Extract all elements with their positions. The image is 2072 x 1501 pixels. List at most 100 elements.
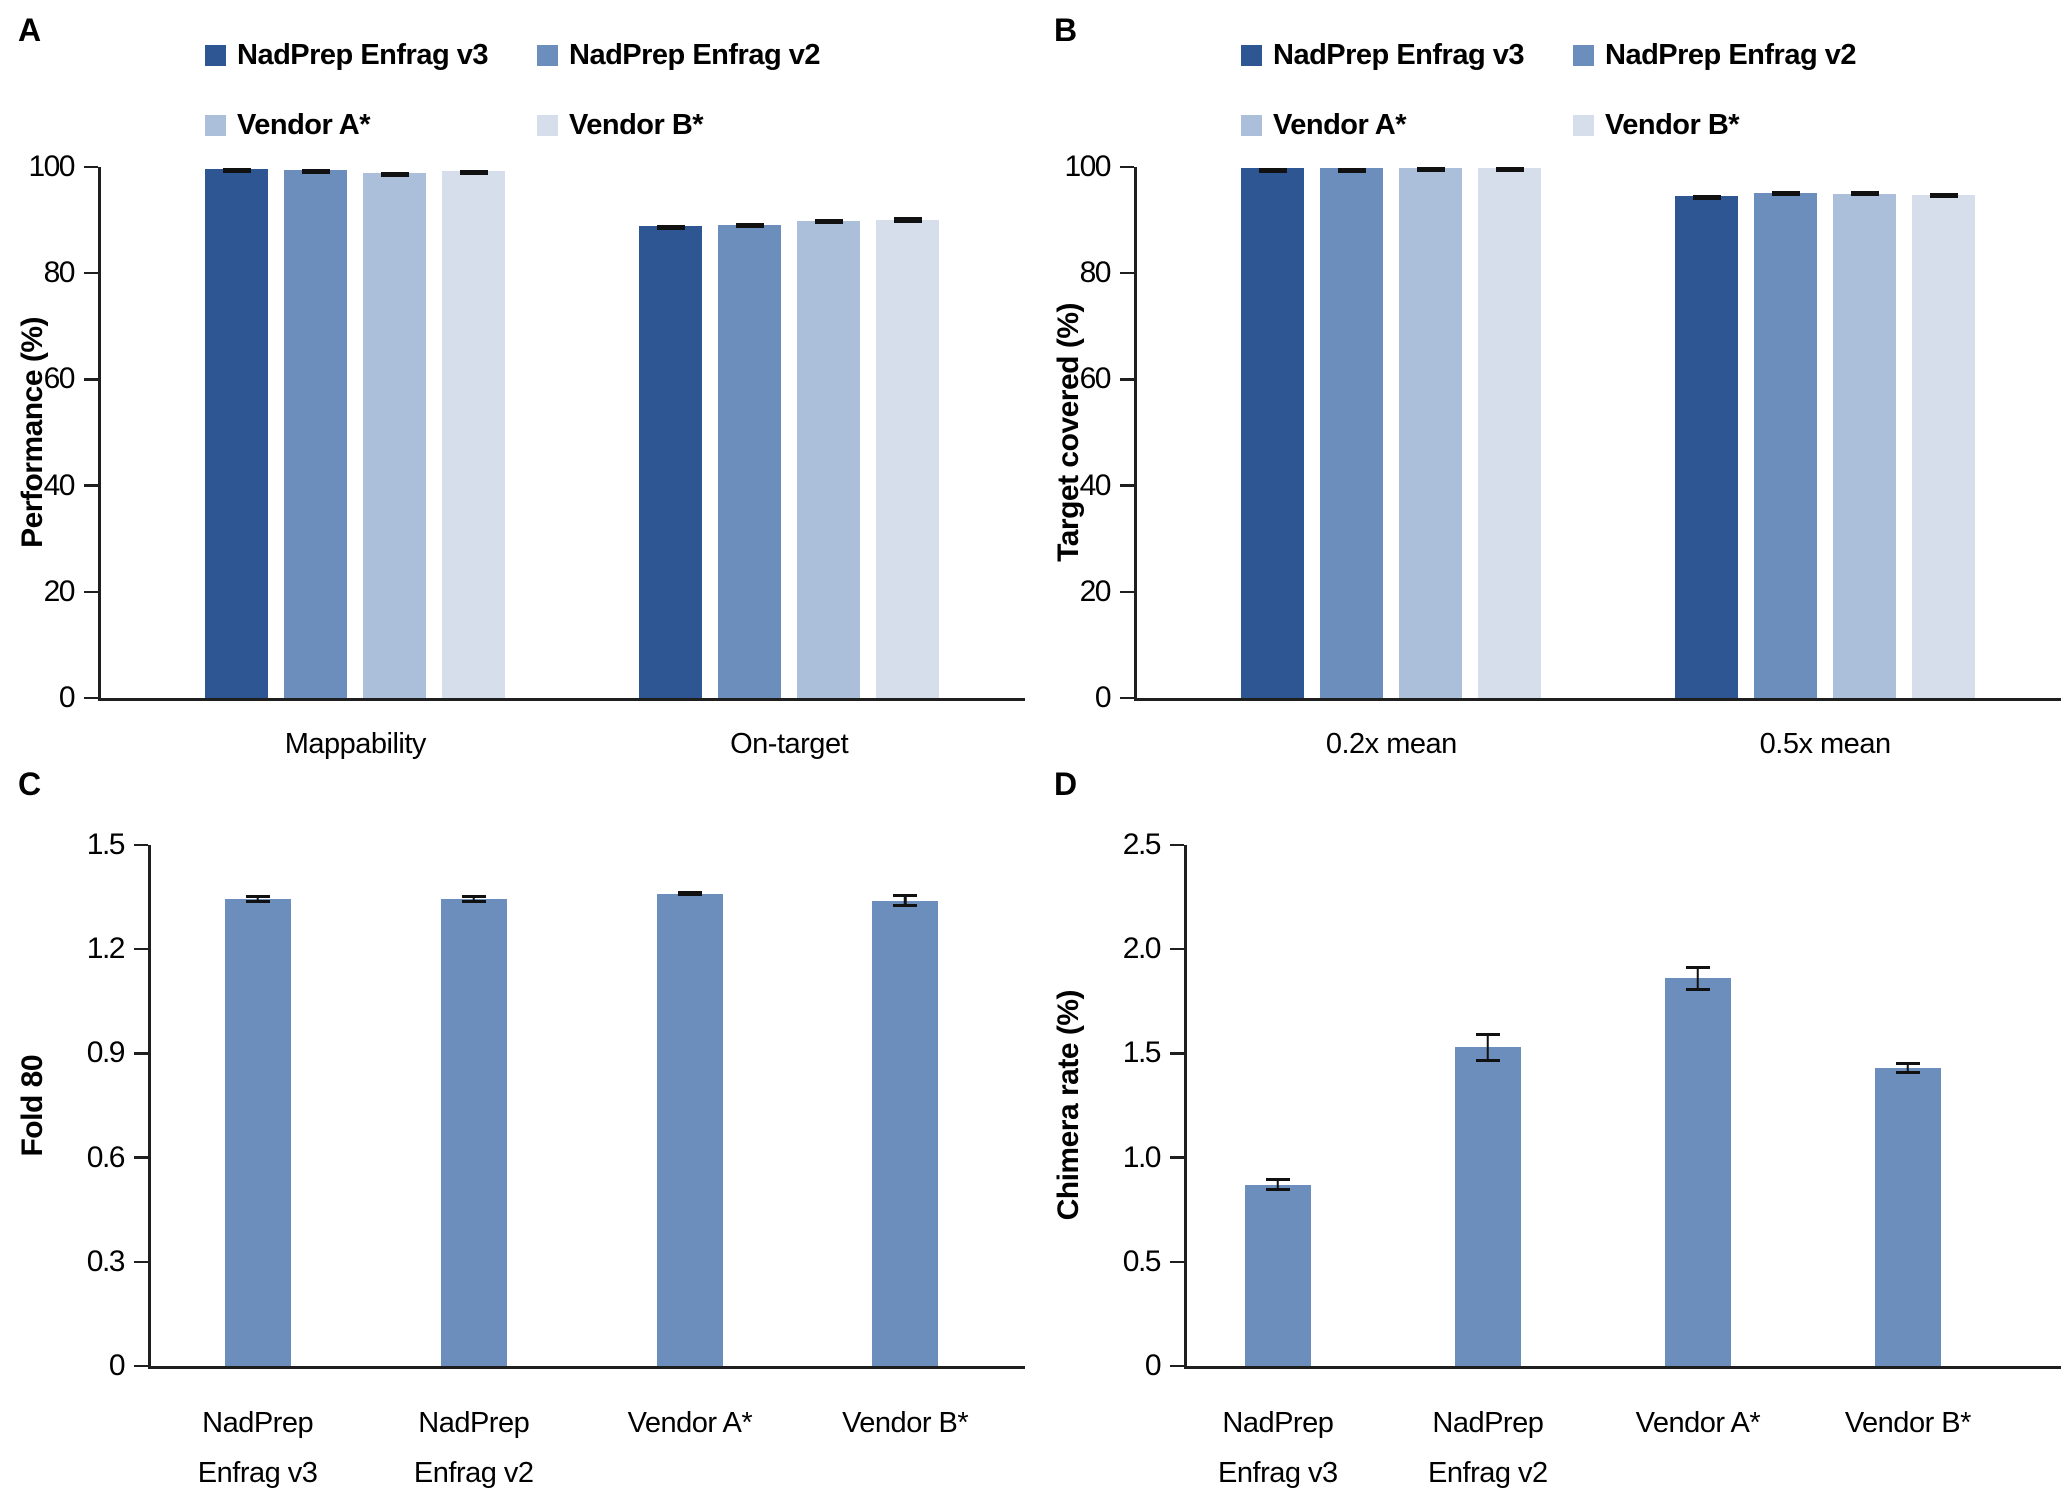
y-tick-label: 1.2: [86, 932, 126, 966]
y-tick: [84, 165, 98, 169]
y-tick-label: 0: [1144, 1349, 1162, 1382]
error-bar-cap-bottom: [245, 899, 270, 903]
y-axis-title-target-covered: Target covered (%): [1052, 303, 1085, 562]
bar-nadprep-enfrag-v2: [1320, 168, 1384, 698]
error-bar: [1475, 1032, 1500, 1062]
legend-item-nadprep-enfrag-v2: NadPrep Enfrag v2: [537, 37, 820, 73]
legend-item-vendor-b-: Vendor B*: [537, 107, 704, 143]
y-tick-label: 0.6: [86, 1140, 126, 1174]
x-category-label: 0.2x mean: [1325, 728, 1457, 760]
panel-d: D Chimera rate (%) 0 0.5 1.0 1.5 2.0 2.5 NadPr…: [1036, 750, 2072, 1501]
y-tick-label: 40: [1079, 468, 1112, 502]
y-tick: [134, 1260, 148, 1264]
legend-item-vendor-a-: Vendor A*: [1241, 107, 1407, 143]
error-bar-cap-top: [1895, 1061, 1920, 1065]
error-bar-cap-top: [1685, 965, 1710, 969]
bar-fold-80: [656, 893, 723, 1366]
bar-vendor-b-: [876, 220, 940, 698]
y-tick: [1170, 1156, 1184, 1159]
error-bar-line: [1486, 1032, 1490, 1062]
y-tick: [84, 271, 98, 275]
error-bar-line: [256, 894, 259, 903]
y-tick: [1170, 1260, 1184, 1264]
y-axis-title-wrap: Performance (%): [4, 167, 62, 698]
x-category-label-line: Enfrag v2: [1428, 1457, 1548, 1489]
y-tick: [1120, 271, 1134, 275]
x-category-label-line: NadPrep: [1222, 1407, 1334, 1439]
error-bar-line: [472, 894, 475, 903]
x-category-label-line: NadPrep: [202, 1407, 314, 1439]
y-tick: [1170, 1364, 1184, 1368]
y-axis-title-performance: Performance (%): [16, 317, 49, 548]
x-category-label-line: NadPrep: [418, 1407, 530, 1439]
plot-area-a: 0 20 40 60 80 100 Mappability On-target: [28, 150, 1025, 760]
legend-label: Vendor B*: [1605, 108, 1740, 141]
plot-area-c: 0 0.3 0.6 0.9 1.2 1.5 NadPrep Enfrag v3 NadPrep E…: [87, 828, 1025, 1489]
error-bar-cap-bottom: [1685, 987, 1710, 991]
panel-label-d: D: [1054, 766, 1077, 802]
bar-nadprep-enfrag-v2: [718, 225, 782, 698]
y-tick-label: 1.5: [86, 828, 126, 861]
y-tick: [134, 947, 148, 951]
x-category-label: NadPrep Enfrag v3: [1148, 1398, 1408, 1498]
bar-vendor-a-: [797, 221, 861, 698]
bar-nadprep-enfrag-v3: [639, 225, 703, 698]
y-tick: [1170, 947, 1184, 951]
bar-vendor-b-: [442, 170, 506, 698]
y-tick: [134, 1052, 148, 1055]
x-category-label-line: Enfrag v2: [413, 1457, 534, 1489]
error-bar-cap-bottom: [677, 893, 702, 897]
legend-label: NadPrep Enfrag v2: [1605, 38, 1856, 71]
error-bar-cap-top: [461, 894, 486, 898]
legend-color-swatch: [1241, 44, 1262, 66]
bar-fold-80: [224, 898, 291, 1366]
error-bar: [245, 894, 270, 903]
legend-item-nadprep-enfrag-v3: NadPrep Enfrag v3: [205, 37, 488, 73]
error-bar-cap-top: [893, 217, 922, 221]
y-tick: [1120, 590, 1134, 594]
y-tick-label: 60: [43, 362, 76, 396]
legend-color-swatch: [205, 114, 226, 136]
error-bar-cap-bottom: [893, 219, 922, 223]
legend-label: NadPrep Enfrag v2: [569, 38, 820, 71]
bar-nadprep-enfrag-v2: [1754, 193, 1818, 698]
y-tick: [84, 590, 98, 594]
error-bar-cap-top: [677, 890, 702, 894]
error-bar-line: [1906, 1061, 1910, 1075]
bar-chimera-rate-: [1244, 1184, 1311, 1366]
x-category-label-line: Enfrag v3: [1218, 1457, 1338, 1489]
error-bar-cap-bottom: [1265, 1187, 1290, 1191]
error-bar-dash: [1850, 191, 1879, 197]
error-bar: [1258, 167, 1287, 173]
legend-color-swatch: [205, 44, 226, 66]
y-tick-label: 0.3: [86, 1244, 126, 1278]
error-bar: [380, 171, 409, 177]
error-bar-line: [1696, 965, 1700, 991]
y-tick-label: 0.5: [1122, 1244, 1162, 1278]
y-tick-label: 100: [1064, 150, 1111, 183]
y-tick: [134, 1156, 148, 1159]
error-bar: [814, 218, 843, 224]
y-tick-label: 1.5: [1122, 1036, 1162, 1070]
y-tick: [134, 843, 148, 847]
bar-vendor-a-: [363, 172, 427, 698]
bar-chimera-rate-: [1454, 1047, 1521, 1366]
x-category-label: Vendor A*: [560, 1398, 820, 1448]
error-bar: [677, 890, 702, 897]
legend-color-swatch: [1573, 44, 1594, 66]
y-tick: [1170, 1052, 1184, 1055]
y-tick-label: 2.5: [1122, 828, 1162, 861]
error-bar: [1685, 965, 1710, 991]
error-bar-cap-top: [893, 894, 918, 898]
y-axis-title-chimera-rate: Chimera rate (%): [1052, 990, 1085, 1221]
legend-item-nadprep-enfrag-v3: NadPrep Enfrag v3: [1241, 37, 1524, 73]
error-bar-cap-bottom: [461, 899, 486, 903]
legend-label: NadPrep Enfrag v3: [237, 38, 488, 71]
x-axis: [1184, 1366, 2061, 1369]
error-bar: [222, 167, 251, 173]
error-bar: [461, 894, 486, 903]
error-bar-cap-top: [814, 218, 843, 222]
legend-label: Vendor B*: [569, 108, 704, 141]
y-tick-label: 0: [108, 1349, 126, 1382]
